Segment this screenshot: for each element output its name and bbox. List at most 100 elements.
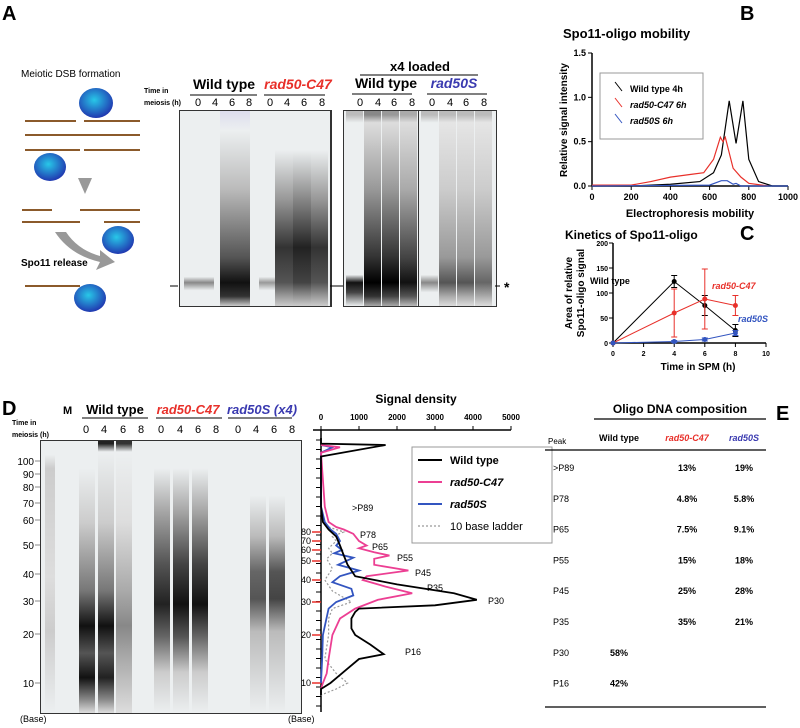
x-tick-label: 1000 [778, 192, 798, 202]
series-line-0 [592, 100, 788, 187]
lane-label: 4 [177, 424, 183, 436]
lane-label: 8 [409, 97, 415, 109]
series-line-0 [320, 438, 478, 695]
ladder-size-label: 10 [23, 679, 35, 690]
ladder-size-label: 70 [23, 499, 35, 510]
group-label-rad50s: rad50S [431, 75, 478, 91]
table-cell: 25% [678, 586, 696, 596]
table-title: Oligo DNA composition [613, 402, 747, 416]
lane-label: 4 [284, 97, 290, 109]
x-tick-label: 4 [672, 351, 676, 358]
lane-label: 4 [375, 97, 381, 109]
lane-label: 6 [271, 424, 277, 436]
lane-label: 0 [235, 424, 241, 436]
schematic-release-label: Spo11 release [21, 258, 88, 269]
x-tick-label: 0 [319, 413, 324, 422]
lane-label: 6 [463, 97, 469, 109]
arrow-down-icon [78, 178, 92, 194]
lane-label: 8 [213, 424, 219, 436]
marker-lane-label: M [63, 405, 72, 417]
chart-b: Spo11-oligo mobility 0 200 400 600 800 1000 0.0… [559, 26, 798, 220]
lane-label: 0 [357, 97, 363, 109]
table-cell: 35% [678, 617, 696, 627]
lane-label: 8 [319, 97, 325, 109]
peak-label: P65 [372, 542, 388, 552]
spo11-protein-icon [34, 153, 66, 181]
series-line-2 [612, 332, 736, 344]
peak-label: P16 [405, 647, 421, 657]
table-cell: 42% [610, 679, 628, 689]
legend-box [411, 446, 553, 544]
x-tick-label: 200 [624, 192, 639, 202]
ladder-size-label: 90 [23, 470, 35, 481]
lane-label: 8 [138, 424, 144, 436]
x-tick-label: 10 [762, 351, 770, 358]
group-label-wt-x4: Wild type [355, 75, 417, 91]
column-header: rad50-C47 [665, 433, 710, 443]
ladder-size-label: 80 [23, 483, 35, 494]
asterisk-marker: * [504, 279, 510, 295]
lane-label: 6 [120, 424, 126, 436]
table-cell: 9.1% [734, 525, 755, 535]
y-tick-label: 50 [600, 316, 608, 323]
y-tick-label: 0 [604, 341, 608, 348]
data-point [702, 296, 708, 302]
lane-label: 4 [101, 424, 107, 436]
peak-label: >P89 [352, 503, 373, 513]
peak-label: P30 [488, 596, 504, 606]
series-line-1 [592, 135, 769, 187]
y-tick-label: 70 [301, 536, 311, 546]
legend-label: rad50-C47 [450, 477, 504, 489]
x-tick-label: 1000 [350, 413, 368, 422]
spo11-protein-icon [79, 88, 113, 118]
x-axis-label: Electrophoresis mobility [626, 208, 755, 220]
data-point [732, 303, 738, 308]
time-label: Time in [12, 420, 36, 427]
series-label: rad50-C47 [712, 281, 757, 291]
legend-label: rad50S 6h [630, 116, 674, 126]
x-tick-label: 3000 [426, 413, 444, 422]
panel-label-a: A [2, 3, 16, 25]
lane-label: 0 [83, 424, 89, 436]
time-label: meiosis (h) [12, 432, 49, 439]
data-point [732, 330, 738, 336]
series-label: rad50S [738, 314, 768, 324]
group-label-c47: rad50-C47 [157, 402, 221, 417]
legend-label: rad50S [450, 499, 487, 511]
y-tick-label: 100 [596, 291, 608, 298]
gel-a-c47 [255, 110, 331, 307]
series-line-3 [320, 526, 353, 696]
lane-label: 0 [429, 97, 435, 109]
time-label: Time in [144, 88, 168, 95]
series-line-1 [612, 298, 736, 344]
x-tick-label: 800 [741, 192, 756, 202]
lane-label: 6 [229, 97, 235, 109]
data-point [671, 339, 677, 344]
spo11-protein-icon [74, 284, 106, 312]
lane-label: 8 [481, 97, 487, 109]
series-line-1 [320, 444, 413, 690]
lane-label: 6 [301, 97, 307, 109]
y-tick-label: 0.5 [573, 137, 586, 147]
chart-d: Signal density 0 1000 2000 3000 4000 5000 80706… [288, 392, 553, 724]
lane-label: 0 [195, 97, 201, 109]
y-axis-label: Area of relative [564, 256, 575, 329]
spo11-protein-icon [102, 226, 134, 254]
ladder-size-label: 20 [23, 630, 35, 641]
peak-label: P45 [415, 568, 431, 578]
row-peak-label: >P89 [553, 463, 574, 473]
table-cell: 15% [678, 555, 696, 565]
legend-swatch [614, 97, 623, 108]
base-unit-label: (Base) [20, 714, 47, 724]
table-cell: 5.8% [734, 494, 755, 504]
lane-label: 0 [267, 97, 273, 109]
table-cell: 7.5% [677, 525, 698, 535]
y-tick-label: 200 [596, 241, 608, 248]
panel-label-b: B [740, 3, 754, 25]
lane-label: 6 [391, 97, 397, 109]
peak-label: P55 [397, 553, 413, 563]
data-point [671, 279, 677, 284]
x-tick-label: 400 [663, 192, 678, 202]
row-peak-label: P55 [553, 555, 569, 565]
peak-label: P78 [360, 530, 376, 540]
